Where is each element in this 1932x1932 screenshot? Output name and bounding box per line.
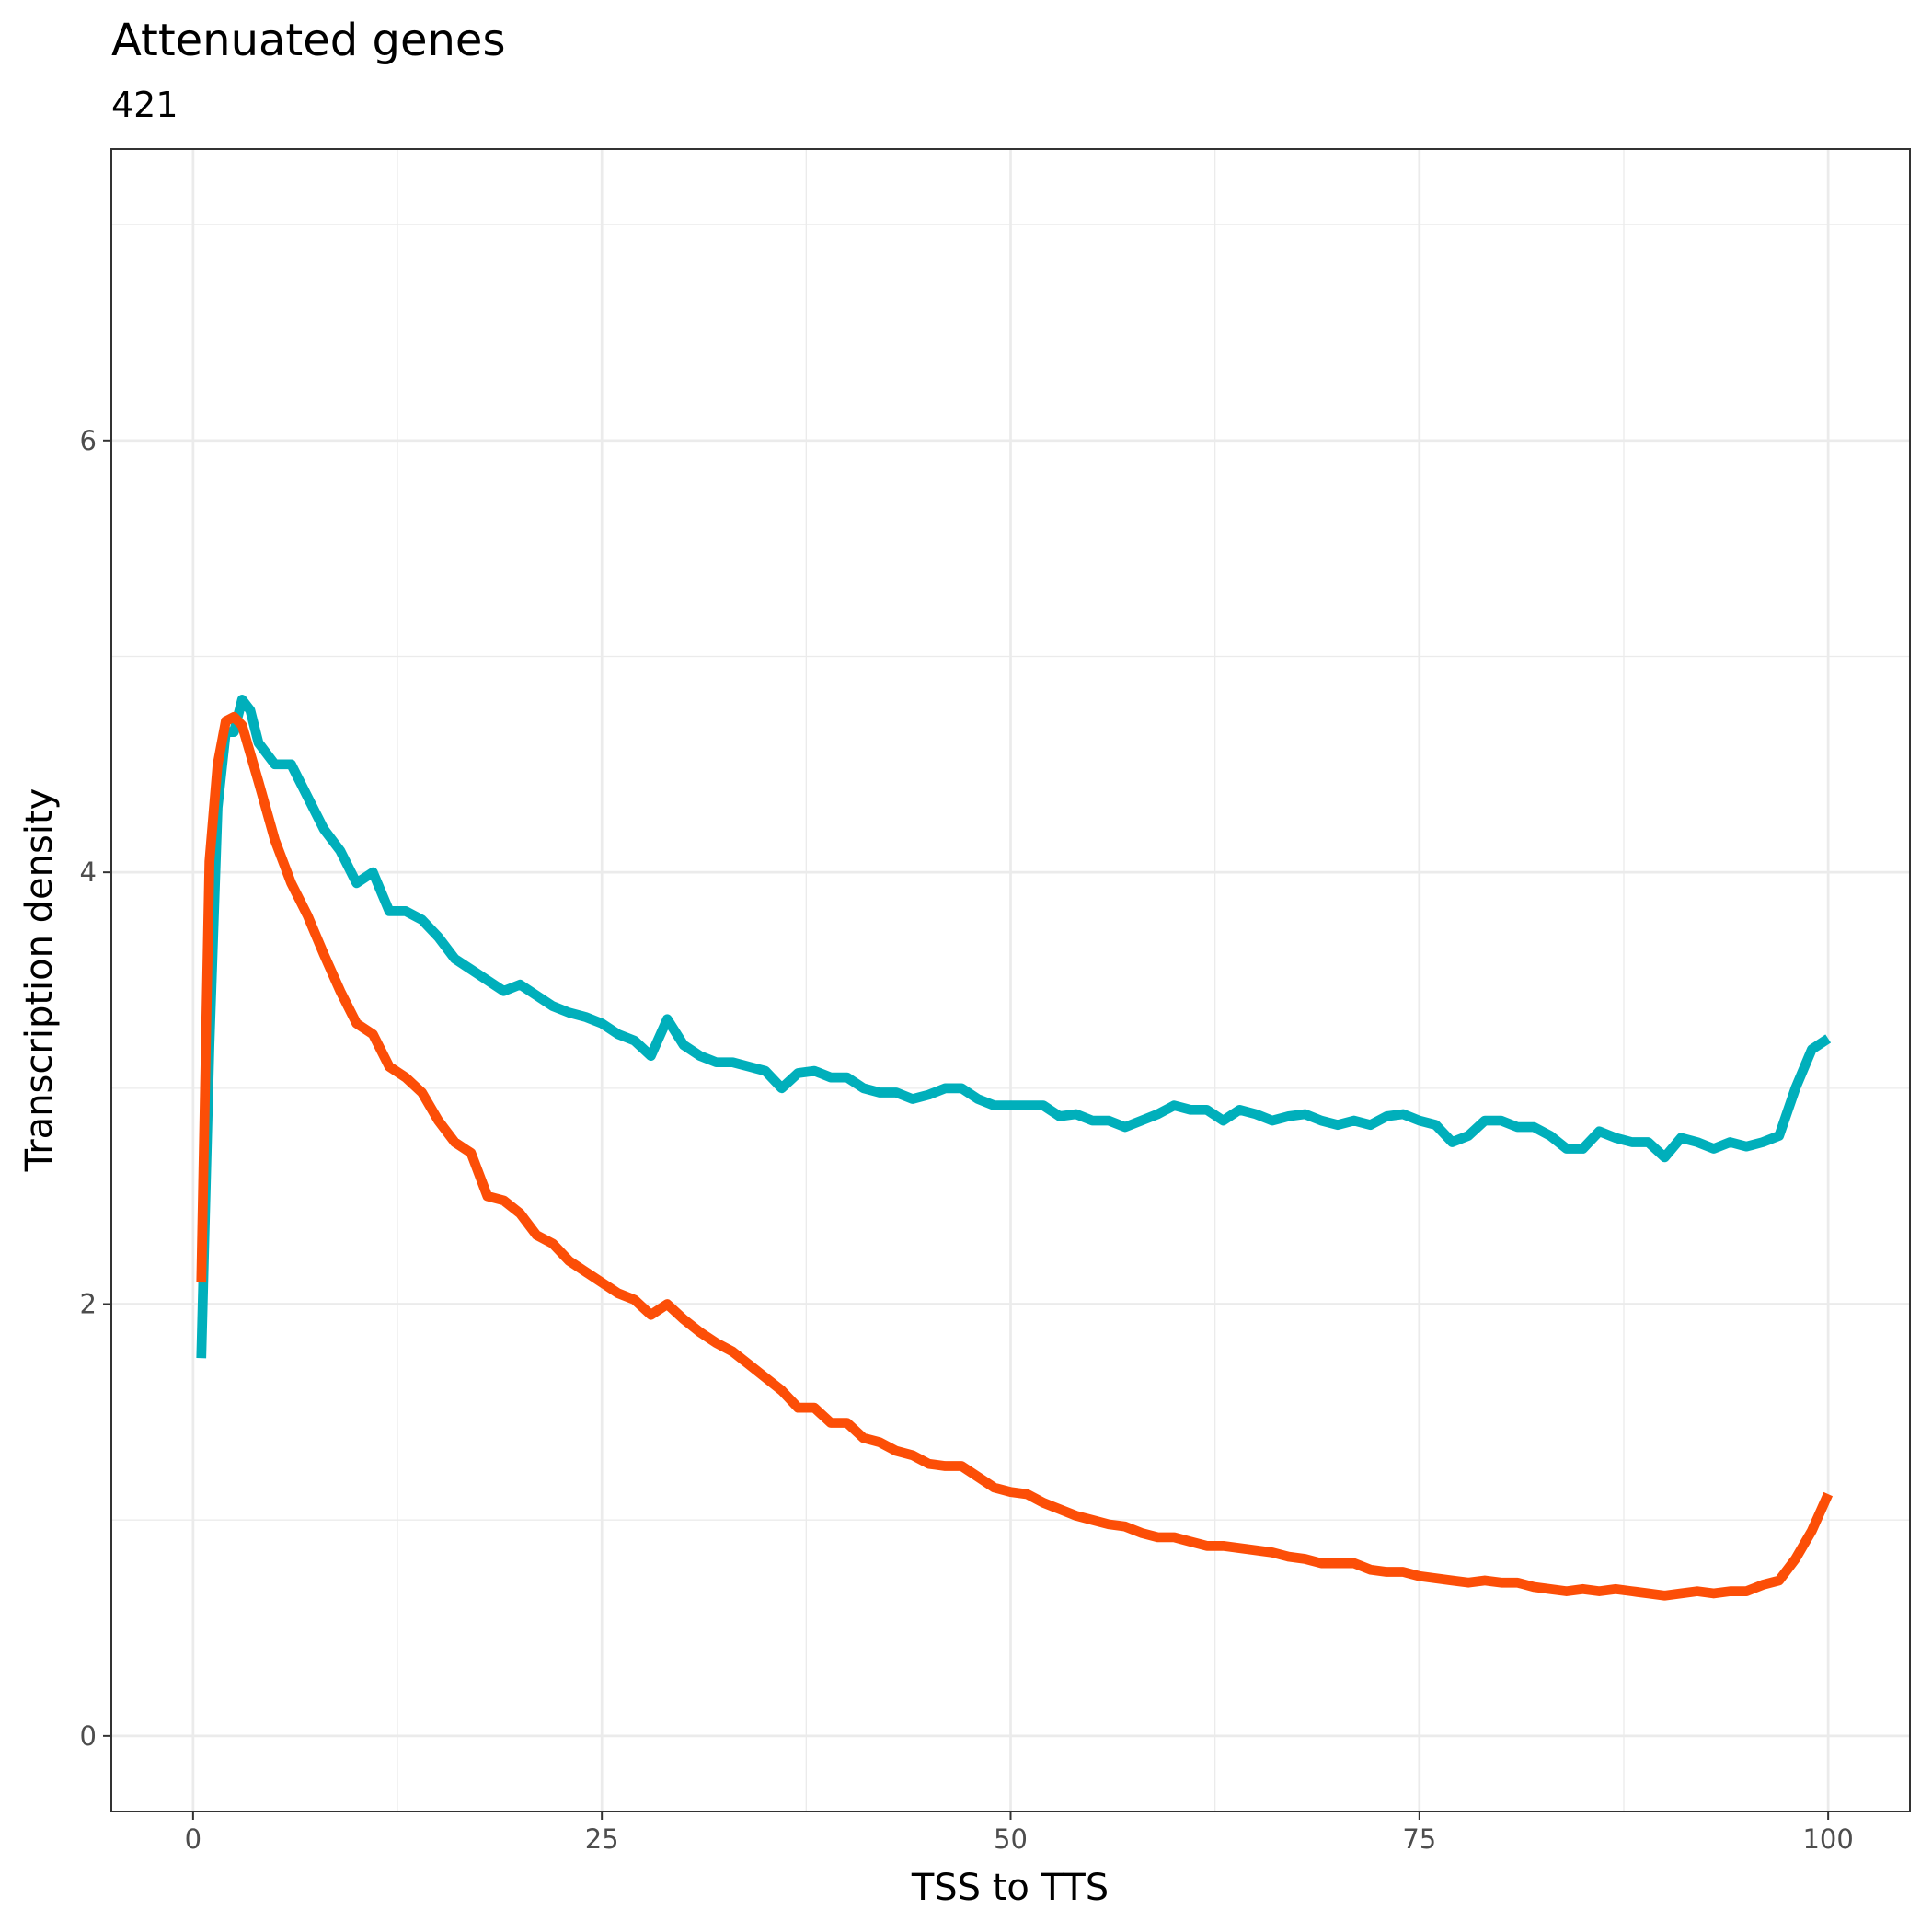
series-line <box>196 695 1832 1359</box>
x-axis-title: TSS to TTS <box>911 1867 1109 1909</box>
y-tick-label: 4 <box>80 857 97 888</box>
x-tick-label: 75 <box>1402 1823 1436 1855</box>
x-tick-label: 50 <box>994 1823 1028 1855</box>
y-axis-title: Transcription density <box>18 788 61 1173</box>
y-tick-label: 6 <box>80 425 97 456</box>
x-tick-label: 25 <box>585 1823 619 1855</box>
chart-title: Attenuated genes <box>111 15 505 66</box>
x-tick-label: 100 <box>1802 1823 1853 1855</box>
y-tick-label: 0 <box>80 1720 97 1752</box>
x-tick-label: 0 <box>185 1823 201 1855</box>
plot-border <box>110 148 1911 1812</box>
y-tick-label: 2 <box>80 1289 97 1320</box>
chart-subtitle: 421 <box>111 85 178 125</box>
series-line <box>196 711 1834 1601</box>
